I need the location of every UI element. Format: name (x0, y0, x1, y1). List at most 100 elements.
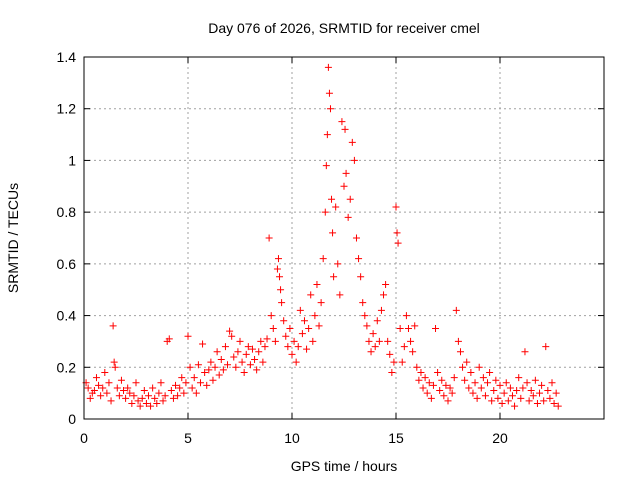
data-point (494, 394, 502, 402)
data-point (277, 286, 285, 294)
data-point (452, 306, 460, 314)
data-point (436, 387, 444, 395)
data-point (253, 366, 261, 374)
data-point (554, 402, 562, 410)
data-point (300, 317, 308, 325)
data-point (504, 397, 512, 405)
data-point (527, 387, 535, 395)
data-point (461, 376, 469, 384)
data-point (184, 332, 192, 340)
data-point (417, 368, 425, 376)
data-point (502, 379, 510, 387)
data-point (303, 345, 311, 353)
data-point (359, 299, 367, 307)
data-point (508, 392, 516, 400)
data-point (111, 363, 119, 371)
data-point (352, 234, 360, 242)
data-point (442, 381, 450, 389)
data-point (429, 381, 437, 389)
grid-lines (84, 57, 604, 419)
data-point (338, 118, 346, 126)
data-point (230, 353, 238, 361)
data-points (82, 63, 562, 410)
data-point (390, 358, 398, 366)
data-point (427, 394, 435, 402)
data-point (393, 229, 401, 237)
data-point (213, 348, 221, 356)
data-point (369, 330, 377, 338)
data-point (236, 337, 244, 345)
x-axis-label: GPS time / hours (291, 458, 398, 474)
data-point (473, 394, 481, 402)
x-tick-label: 5 (184, 430, 192, 446)
data-point (371, 343, 379, 351)
data-point (329, 229, 337, 237)
y-tick-label: 0 (68, 411, 76, 427)
data-point (479, 374, 487, 382)
data-point (328, 195, 336, 203)
data-point (244, 343, 252, 351)
data-point (99, 384, 107, 392)
data-point (402, 312, 410, 320)
data-point (288, 350, 296, 358)
data-point (101, 368, 109, 376)
data-point (324, 63, 332, 71)
data-point (444, 397, 452, 405)
data-point (86, 394, 94, 402)
data-point (321, 208, 329, 216)
data-point (228, 332, 236, 340)
data-point (326, 105, 334, 113)
data-point (400, 343, 408, 351)
data-point (255, 348, 263, 356)
data-point (192, 389, 200, 397)
data-point (242, 350, 250, 358)
data-point (498, 399, 506, 407)
data-point (342, 169, 350, 177)
data-point (488, 397, 496, 405)
data-point (440, 392, 448, 400)
data-point (109, 322, 117, 330)
data-point (221, 343, 229, 351)
data-point (322, 162, 330, 170)
data-point (138, 394, 146, 402)
data-point (115, 392, 123, 400)
data-point (201, 368, 209, 376)
data-point (271, 337, 279, 345)
data-point (149, 384, 157, 392)
data-point (290, 337, 298, 345)
data-point (398, 358, 406, 366)
data-point (219, 366, 227, 374)
data-point (425, 379, 433, 387)
data-point (471, 379, 479, 387)
data-point (298, 330, 306, 338)
data-point (294, 343, 302, 351)
data-point (344, 213, 352, 221)
data-point (529, 392, 537, 400)
plot-frame (83, 56, 605, 420)
data-point (196, 379, 204, 387)
data-point (384, 337, 392, 345)
data-point (284, 343, 292, 351)
y-tick-label: 0.6 (57, 256, 77, 272)
data-point (122, 394, 130, 402)
data-point (188, 384, 196, 392)
data-point (251, 356, 259, 364)
data-point (500, 389, 508, 397)
data-point (153, 399, 161, 407)
data-point (538, 381, 546, 389)
data-point (475, 363, 483, 371)
data-point (394, 239, 402, 247)
data-point (246, 361, 254, 369)
data-point (481, 392, 489, 400)
data-point (465, 384, 473, 392)
data-point (454, 337, 462, 345)
data-point (496, 381, 504, 389)
data-point (411, 322, 419, 330)
data-point (531, 376, 539, 384)
data-point (276, 273, 284, 281)
data-point (176, 384, 184, 392)
data-point (278, 299, 286, 307)
data-point (388, 368, 396, 376)
data-point (413, 363, 421, 371)
data-point (432, 325, 440, 332)
